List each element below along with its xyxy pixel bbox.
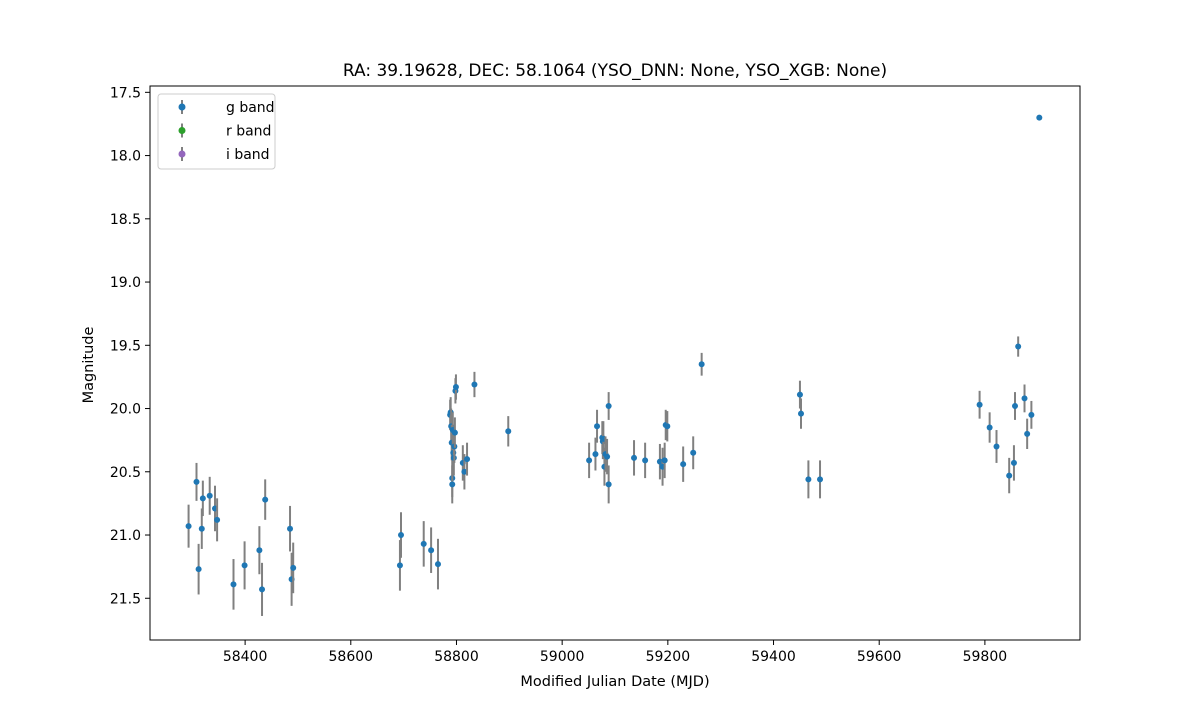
x-tick-label: 59600: [857, 649, 902, 665]
y-axis-label: Magnitude: [81, 327, 97, 404]
x-tick-label: 58800: [434, 649, 479, 665]
data-point: [664, 423, 671, 430]
legend-label: g band: [226, 100, 275, 116]
data-point: [256, 547, 263, 554]
y-tick-label: 19.0: [110, 275, 141, 291]
legend-marker: [178, 150, 186, 158]
data-point: [185, 523, 192, 530]
y-tick-label: 18.0: [110, 149, 141, 165]
data-point: [1036, 114, 1043, 121]
y-tick-label: 19.5: [110, 338, 141, 354]
data-point: [642, 457, 649, 464]
plot-frame: [149, 85, 1081, 641]
legend-label: r band: [226, 124, 271, 140]
data-point: [631, 454, 638, 461]
legend-marker: [178, 127, 186, 134]
axis-ticks: 58400 58600 58800 59000 59200 59400 59600 59800…: [110, 85, 1007, 665]
data-point: [798, 410, 804, 417]
data-point: [594, 423, 601, 430]
data-point: [449, 481, 456, 488]
y-tick-label: 20.5: [110, 465, 141, 481]
data-point: [976, 401, 983, 408]
x-tick-label: 58400: [223, 649, 268, 665]
data-point: [471, 381, 478, 388]
chart-title: RA: 39.19628, DEC: 58.1064 (YSO_DNN: Non…: [343, 61, 887, 81]
data-point: [434, 561, 441, 568]
x-tick-label: 59800: [963, 649, 1008, 665]
y-tick-label: 17.5: [110, 85, 141, 101]
data-point: [698, 361, 705, 368]
data-point: [206, 492, 213, 499]
data-point: [464, 456, 471, 463]
legend: g band r band i band: [157, 93, 276, 170]
data-point: [817, 476, 824, 483]
y-tick-label: 21.5: [110, 591, 141, 607]
legend-marker: [178, 103, 186, 111]
data-point: [1024, 430, 1031, 437]
data-point: [290, 564, 297, 571]
x-axis-label: Modified Julian Date (MJD): [520, 674, 709, 690]
data-point: [262, 496, 269, 503]
data-point: [230, 581, 237, 588]
data-point: [195, 566, 202, 573]
data-point: [592, 451, 599, 458]
data-point: [505, 428, 512, 435]
data-point: [461, 468, 468, 475]
y-tick-label: 20.0: [110, 402, 141, 418]
x-tick-label: 59000: [540, 649, 585, 665]
data-point: [396, 562, 403, 569]
data-point: [397, 532, 404, 539]
data-point: [605, 481, 612, 488]
data-point: [199, 495, 206, 502]
data-point: [1010, 459, 1017, 466]
data-point: [428, 547, 435, 554]
data-point: [198, 525, 205, 532]
x-tick-label: 58600: [329, 649, 374, 665]
data-point: [993, 443, 1000, 450]
data-point: [451, 429, 458, 436]
data-point: [214, 516, 221, 523]
data-point: [796, 391, 803, 398]
data-point: [1015, 343, 1022, 350]
data-point: [1021, 395, 1028, 402]
data-point: [604, 453, 611, 460]
data-point: [656, 458, 663, 465]
legend-box: [157, 93, 276, 170]
data-point: [452, 384, 459, 391]
data-point: [690, 449, 697, 456]
data-marks: [185, 114, 1043, 616]
data-point: [986, 424, 993, 431]
legend-label: i band: [226, 147, 270, 163]
data-point: [805, 476, 812, 483]
data-point: [1012, 403, 1019, 410]
data-point: [661, 457, 668, 464]
legend-items: g band r band i band: [178, 100, 275, 163]
data-point: [1006, 472, 1013, 479]
y-tick-label: 21.0: [110, 528, 141, 544]
data-point: [680, 461, 687, 468]
data-point: [420, 540, 427, 547]
data-point: [193, 478, 200, 485]
data-point: [605, 403, 612, 410]
data-point: [287, 525, 294, 532]
data-point: [241, 562, 248, 569]
y-tick-label: 18.5: [110, 212, 141, 228]
data-point: [586, 457, 593, 464]
x-tick-label: 59400: [751, 649, 796, 665]
data-point: [1028, 411, 1035, 418]
x-tick-label: 59200: [646, 649, 691, 665]
data-point: [259, 586, 266, 593]
